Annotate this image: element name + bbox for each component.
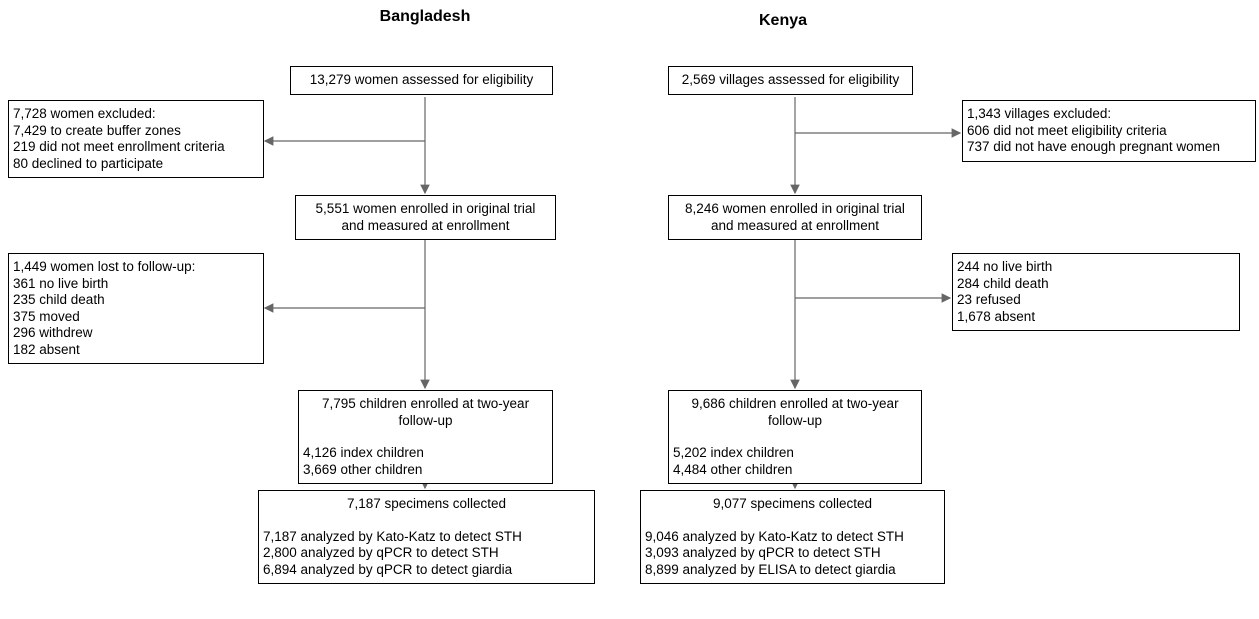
box-line: 219 did not meet enrollment criteria bbox=[13, 139, 225, 154]
box-line: 4,126 index children bbox=[303, 445, 424, 460]
box-line: 9,686 children enrolled at two-year bbox=[691, 396, 899, 411]
box-line: 235 child death bbox=[13, 292, 105, 307]
box-line: 2,569 villages assessed for eligibility bbox=[681, 72, 900, 87]
box-line: 3,669 other children bbox=[303, 461, 423, 477]
box-heading: 9,077 specimens collected bbox=[645, 496, 940, 513]
box-line: 244 no live birth bbox=[957, 259, 1053, 274]
box-line: 7,187 specimens collected bbox=[346, 496, 507, 511]
box-details: 5,202 index children 4,484 other children bbox=[673, 445, 917, 478]
box-line: 284 child death bbox=[957, 275, 1049, 291]
box-line: 9,046 analyzed by Kato-Katz to detect ST… bbox=[645, 528, 904, 544]
box-line: 1,449 women lost to follow-up: bbox=[13, 259, 196, 274]
box-line: 7,187 analyzed by Kato-Katz to detect ST… bbox=[263, 528, 522, 544]
box-line: 23 refused bbox=[957, 292, 1021, 307]
column-title: Kenya bbox=[758, 12, 808, 29]
box-heading: 7,795 children enrolled at two-year follo… bbox=[303, 396, 548, 429]
box-details: 7,187 analyzed by Kato-Katz to detect ST… bbox=[263, 529, 590, 579]
column-title: Bangladesh bbox=[379, 8, 471, 25]
flow-box: 7,795 children enrolled at two-year follo… bbox=[298, 390, 553, 484]
box-details: 9,046 analyzed by Kato-Katz to detect ST… bbox=[645, 529, 940, 579]
flow-box: 9,686 children enrolled at two-year follo… bbox=[668, 390, 922, 484]
box-heading: 13,279 women assessed for eligibility bbox=[295, 72, 548, 89]
flow-box: 7,187 specimens collected 7,187 analyzed … bbox=[258, 490, 595, 584]
box-line: 3,093 analyzed by qPCR to detect STH bbox=[645, 545, 881, 560]
box-line: follow-up bbox=[398, 412, 453, 428]
box-line: 5,551 women enrolled in original trial bbox=[315, 201, 536, 216]
flow-box: 7,728 women excluded: 7,429 to create buf… bbox=[8, 100, 264, 178]
box-line: 8,246 women enrolled in original trial bbox=[685, 201, 905, 216]
box-heading: 7,187 specimens collected bbox=[263, 496, 590, 513]
box-line: 1,343 villages excluded: bbox=[967, 106, 1112, 121]
box-line: 7,429 to create buffer zones bbox=[13, 122, 181, 138]
box-line: 8,899 analyzed by ELISA to detect giardi… bbox=[645, 561, 896, 577]
box-heading: 244 no live birth 284 child death 23 refus… bbox=[957, 259, 1235, 325]
box-line: 182 absent bbox=[13, 341, 80, 357]
box-heading: 2,569 villages assessed for eligibility bbox=[673, 72, 908, 89]
box-line: 6,894 analyzed by qPCR to detect giardia bbox=[263, 561, 513, 577]
box-line: 9,077 specimens collected bbox=[712, 496, 873, 511]
box-line: 296 withdrew bbox=[13, 325, 93, 340]
box-line: 2,800 analyzed by qPCR to detect STH bbox=[263, 545, 499, 560]
box-heading: 7,728 women excluded: 7,429 to create buf… bbox=[13, 106, 259, 172]
box-heading: 1,343 villages excluded: 606 did not meet… bbox=[967, 106, 1251, 156]
flow-box: 9,077 specimens collected 9,046 analyzed … bbox=[640, 490, 945, 584]
flow-box: 5,551 women enrolled in original trial an… bbox=[295, 195, 556, 240]
box-line: 7,728 women excluded: bbox=[13, 106, 156, 121]
flow-box: 1,343 villages excluded: 606 did not meet… bbox=[962, 100, 1256, 162]
box-line: and measured at enrollment bbox=[341, 217, 510, 233]
flow-box: 13,279 women assessed for eligibility bbox=[290, 66, 553, 95]
flow-box: 1,449 women lost to follow-up: 361 no liv… bbox=[8, 253, 264, 364]
box-line: 1,678 absent bbox=[957, 308, 1036, 324]
box-line: 4,484 other children bbox=[673, 461, 793, 477]
flow-box: 8,246 women enrolled in original trial an… bbox=[668, 195, 922, 240]
box-line: 7,795 children enrolled at two-year bbox=[321, 396, 530, 411]
box-line: 80 declined to participate bbox=[13, 155, 164, 171]
box-line: and measured at enrollment bbox=[710, 217, 880, 233]
box-details: 4,126 index children 3,669 other children bbox=[303, 445, 548, 478]
box-heading: 5,551 women enrolled in original trial an… bbox=[300, 201, 551, 234]
box-heading: 9,686 children enrolled at two-year follo… bbox=[673, 396, 917, 429]
box-line: 13,279 women assessed for eligibility bbox=[309, 72, 534, 87]
box-line: 5,202 index children bbox=[673, 445, 794, 460]
box-line: 737 did not have enough pregnant women bbox=[967, 139, 1220, 154]
box-line: 375 moved bbox=[13, 308, 80, 324]
box-line: follow-up bbox=[767, 412, 823, 428]
box-line: 361 no live birth bbox=[13, 275, 109, 291]
box-heading: 8,246 women enrolled in original trial an… bbox=[673, 201, 917, 234]
flow-box: 244 no live birth 284 child death 23 refus… bbox=[952, 253, 1240, 331]
box-line: 606 did not meet eligibility criteria bbox=[967, 122, 1167, 138]
flow-box: 2,569 villages assessed for eligibility bbox=[668, 66, 913, 95]
box-heading: 1,449 women lost to follow-up: 361 no liv… bbox=[13, 259, 259, 358]
